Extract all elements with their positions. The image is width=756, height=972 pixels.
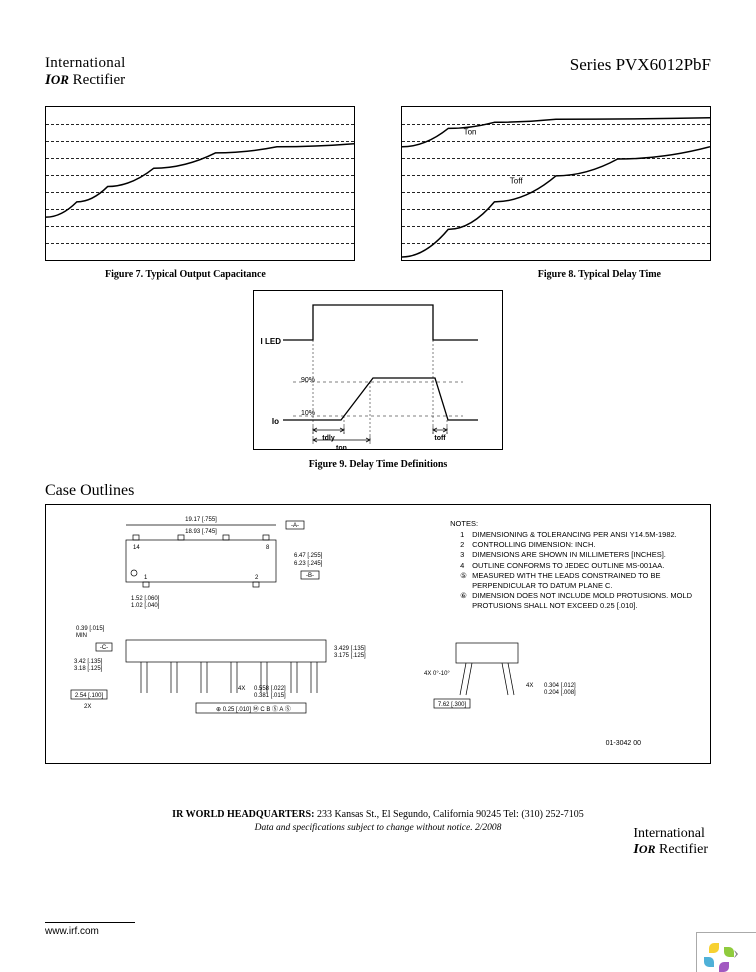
case-outlines-drawing: 14 8 1 2 19.17 [.755] 18.93 [.745] -A- 6.47 [.2… [45, 504, 711, 764]
svg-text:-B-: -B- [306, 573, 314, 579]
logo-footer: International IOR Rectifier [633, 826, 708, 857]
url: www.irf.com [45, 922, 135, 937]
logo-line1: International [45, 55, 126, 72]
svg-text:Toff: Toff [510, 177, 524, 186]
svg-text:2.54 [.100]: 2.54 [.100] [75, 693, 104, 699]
footer-text: IR WORLD HEADQUARTERS: 233 Kansas St., E… [45, 809, 711, 833]
logo-line2: IOR Rectifier [45, 72, 126, 89]
svg-text:0.381 [.015]: 0.381 [.015] [254, 693, 286, 699]
note-item: 3DIMENSIONS ARE SHOWN IN MILLIMETERS [IN… [460, 550, 692, 560]
svg-text:0.558 [.022]: 0.558 [.022] [254, 686, 286, 692]
hq-label: IR WORLD HEADQUARTERS: [172, 809, 314, 820]
logo-header: International IOR Rectifier [45, 55, 126, 88]
svg-text:toff: toff [434, 435, 446, 442]
svg-text:1.52 [.060]: 1.52 [.060] [131, 596, 160, 602]
svg-text:I LED: I LED [261, 337, 282, 346]
figure-9-diagram: I LEDIo90%10%tdlytontoff [253, 290, 503, 455]
series-title: Series PVX6012PbF [570, 55, 711, 75]
figure-9-caption: Figure 9. Delay Time Definitions [45, 459, 711, 470]
svg-text:01-3042 00: 01-3042 00 [606, 740, 642, 747]
svg-text:0.304 [.012]: 0.304 [.012] [544, 683, 576, 689]
svg-text:tdly: tdly [322, 435, 335, 442]
svg-text:3.18 [.125]: 3.18 [.125] [74, 666, 103, 672]
figure-8-chart: Toff Ton [401, 106, 711, 261]
svg-text:8: 8 [266, 545, 270, 551]
figure-7-caption: Figure 7. Typical Output Capacitance [105, 269, 266, 280]
svg-text:⊕ 0.25 [.010] Ⓜ C B Ⓢ A Ⓢ: ⊕ 0.25 [.010] Ⓜ C B Ⓢ A Ⓢ [216, 705, 291, 713]
svg-text:19.17 [.755]: 19.17 [.755] [185, 517, 217, 523]
svg-text:3.175 [.125]: 3.175 [.125] [334, 653, 366, 659]
notes-title: NOTES: [450, 519, 692, 529]
page-turn-control[interactable]: › [696, 932, 756, 972]
svg-text:6.47 [.255]: 6.47 [.255] [294, 553, 323, 559]
svg-text:2: 2 [255, 575, 259, 581]
svg-text:-C-: -C- [100, 645, 108, 651]
svg-text:3.429 [.135]: 3.429 [.135] [334, 646, 366, 652]
svg-text:0.204 [.008]: 0.204 [.008] [544, 690, 576, 696]
note-item: 4OUTLINE CONFORMS TO JEDEC OUTLINE MS-00… [460, 561, 692, 571]
svg-text:1.02 [.040]: 1.02 [.040] [131, 603, 160, 609]
svg-text:4X: 4X [526, 683, 533, 689]
svg-text:6.23 [.245]: 6.23 [.245] [294, 561, 323, 567]
figure-8-caption: Figure 8. Typical Delay Time [538, 269, 661, 280]
notes-block: NOTES: 1DIMENSIONING & TOLERANCING PER A… [450, 519, 692, 611]
flower-icon [703, 941, 727, 965]
svg-text:4X 0°-10°: 4X 0°-10° [424, 671, 450, 677]
charts-row: Toff Ton [45, 106, 711, 261]
svg-text:18.93 [.745]: 18.93 [.745] [185, 529, 217, 535]
svg-text:Io: Io [272, 417, 279, 426]
hq-text: 233 Kansas St., El Segundo, California 9… [314, 809, 583, 820]
svg-text:7.62 [.300]: 7.62 [.300] [438, 702, 467, 708]
svg-text:4X: 4X [238, 686, 245, 692]
svg-text:ton: ton [336, 445, 347, 450]
svg-text:3.42 [.135]: 3.42 [.135] [74, 659, 103, 665]
svg-text:2X: 2X [84, 704, 91, 710]
disclaimer: Data and specifications subject to chang… [45, 823, 711, 833]
svg-text:14: 14 [133, 545, 140, 551]
svg-text:MIN: MIN [76, 633, 87, 639]
svg-text:1: 1 [144, 575, 148, 581]
note-item: ⑤MEASURED WITH THE LEADS CONSTRAINED TO … [460, 571, 692, 591]
svg-text:-A-: -A- [291, 523, 299, 529]
case-outlines-heading: Case Outlines [45, 482, 711, 500]
svg-text:Ton: Ton [464, 128, 477, 137]
note-item: ⑥DIMENSION DOES NOT INCLUDE MOLD PROTUSI… [460, 591, 692, 611]
header: International IOR Rectifier Series PVX60… [45, 55, 711, 88]
note-item: 1DIMENSIONING & TOLERANCING PER ANSI Y14… [460, 530, 692, 540]
svg-text:0.39 [.015]: 0.39 [.015] [76, 626, 105, 632]
note-item: 2CONTROLLING DIMENSION: INCH. [460, 540, 692, 550]
figure-7-chart [45, 106, 355, 261]
